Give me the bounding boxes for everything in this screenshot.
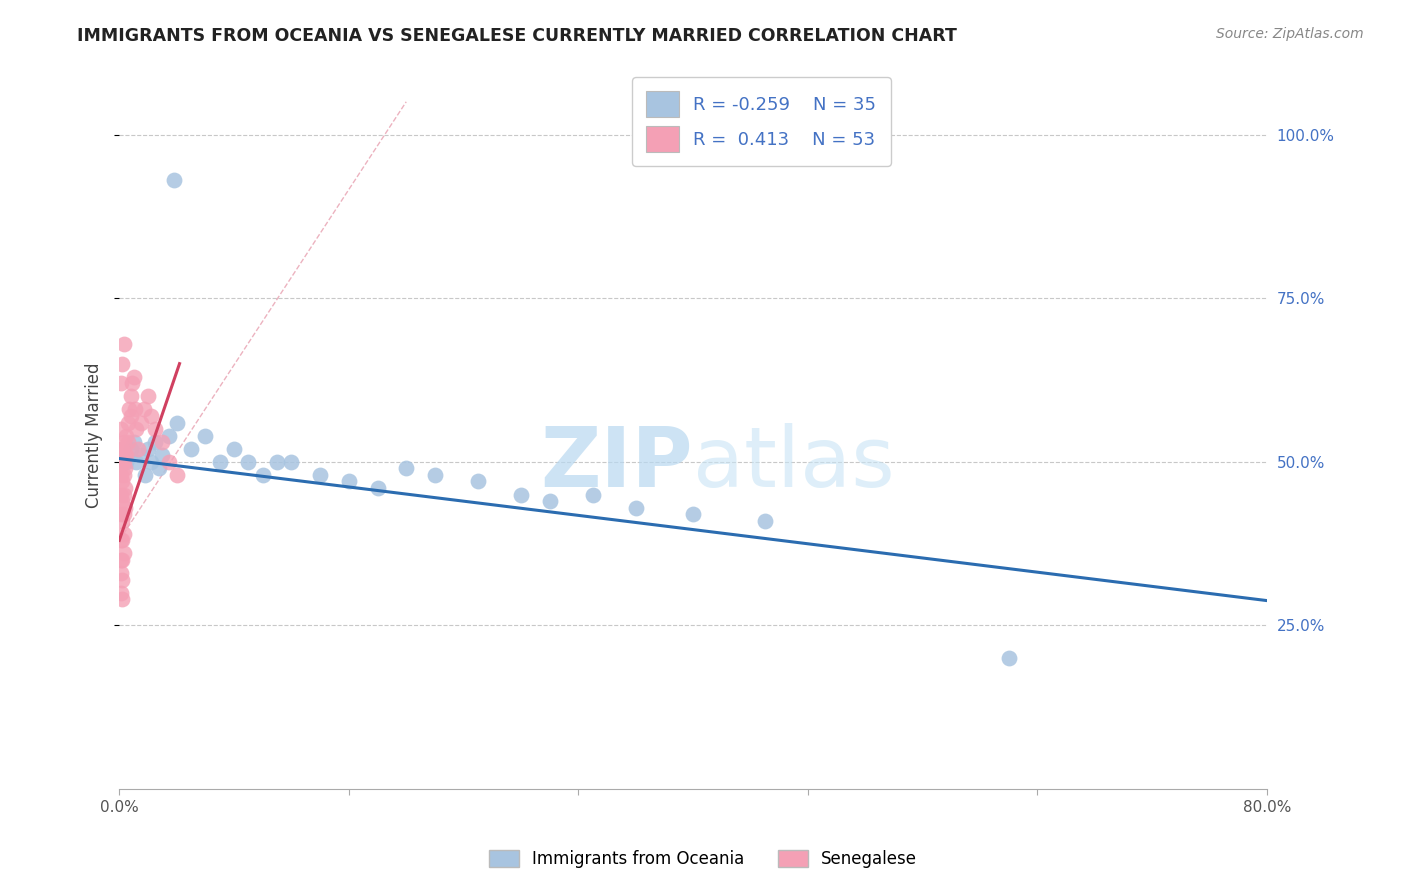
Point [110, 507, 132, 521]
Point [112, 435, 135, 450]
Point [112, 487, 135, 501]
Point [112, 467, 135, 482]
Point [682, 507, 704, 521]
Point [114, 461, 136, 475]
Point [115, 455, 138, 469]
Point [997, 651, 1019, 665]
Point [127, 442, 149, 456]
Point [143, 422, 166, 436]
Point [120, 409, 142, 423]
Point [111, 553, 134, 567]
Point [112, 546, 135, 560]
Point [110, 586, 132, 600]
Point [118, 402, 141, 417]
Point [166, 467, 188, 482]
Point [110, 487, 132, 501]
Point [111, 455, 134, 469]
Point [238, 455, 260, 469]
Point [110, 553, 132, 567]
Point [112, 337, 135, 351]
Point [110, 376, 132, 391]
Point [111, 573, 134, 587]
Point [111, 533, 134, 548]
Point [150, 435, 173, 450]
Point [136, 389, 159, 403]
Point [266, 455, 288, 469]
Point [337, 475, 360, 489]
Point [467, 475, 489, 489]
Point [208, 455, 231, 469]
Point [139, 409, 162, 423]
Point [112, 455, 135, 469]
Point [115, 448, 138, 462]
Point [112, 526, 135, 541]
Point [114, 448, 136, 462]
Point [754, 514, 776, 528]
Point [121, 376, 143, 391]
Point [122, 369, 145, 384]
Point [120, 442, 142, 456]
Point [136, 442, 159, 456]
Point [163, 173, 186, 187]
Point [510, 487, 533, 501]
Legend: R = -0.259    N = 35, R =  0.413    N = 53: R = -0.259 N = 35, R = 0.413 N = 53 [631, 77, 891, 166]
Point [143, 435, 166, 450]
Point [115, 428, 138, 442]
Text: ZIP: ZIP [541, 424, 693, 504]
Point [125, 455, 148, 469]
Point [110, 422, 132, 436]
Point [624, 500, 647, 515]
Legend: Immigrants from Oceania, Senegalese: Immigrants from Oceania, Senegalese [482, 843, 924, 875]
Text: IMMIGRANTS FROM OCEANIA VS SENEGALESE CURRENTLY MARRIED CORRELATION CHART: IMMIGRANTS FROM OCEANIA VS SENEGALESE CU… [77, 27, 957, 45]
Point [159, 455, 181, 469]
Point [117, 435, 139, 450]
Point [114, 481, 136, 495]
Point [582, 487, 605, 501]
Point [309, 467, 332, 482]
Point [134, 467, 156, 482]
Point [110, 455, 132, 469]
Point [367, 481, 389, 495]
Point [111, 514, 134, 528]
Point [124, 402, 146, 417]
Point [252, 467, 274, 482]
Point [194, 428, 217, 442]
Point [148, 461, 170, 475]
Point [280, 455, 302, 469]
Point [132, 402, 155, 417]
Point [222, 442, 245, 456]
Point [150, 448, 173, 462]
Point [122, 435, 145, 450]
Point [129, 448, 152, 462]
Point [110, 566, 132, 581]
Point [180, 442, 202, 456]
Point [110, 533, 132, 548]
Point [129, 416, 152, 430]
Point [111, 592, 134, 607]
Text: Source: ZipAtlas.com: Source: ZipAtlas.com [1216, 27, 1364, 41]
Y-axis label: Currently Married: Currently Married [86, 363, 103, 508]
Point [111, 357, 134, 371]
Point [423, 467, 446, 482]
Text: atlas: atlas [693, 424, 894, 504]
Point [117, 416, 139, 430]
Point [125, 422, 148, 436]
Point [114, 500, 136, 515]
Point [111, 475, 134, 489]
Point [166, 416, 188, 430]
Point [111, 494, 134, 508]
Point [111, 442, 134, 456]
Point [395, 461, 418, 475]
Point [159, 428, 181, 442]
Point [110, 442, 132, 456]
Point [112, 507, 135, 521]
Point [139, 455, 162, 469]
Point [538, 494, 561, 508]
Point [120, 389, 142, 403]
Point [110, 467, 132, 482]
